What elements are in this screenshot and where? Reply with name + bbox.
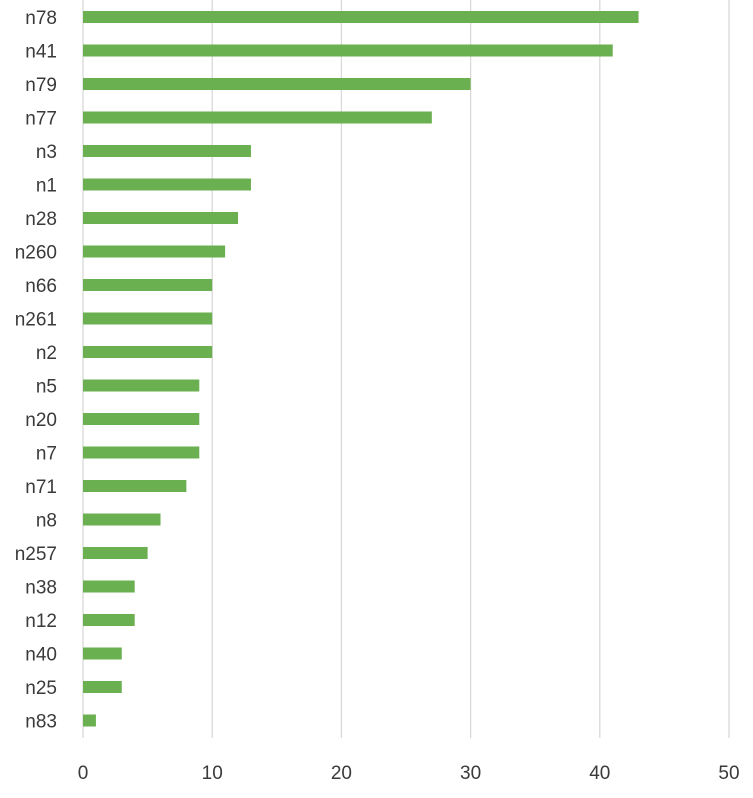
category-label-n260: n260 bbox=[15, 243, 57, 264]
category-label-n83: n83 bbox=[25, 712, 57, 733]
bar-n12 bbox=[83, 614, 135, 626]
category-labels: n78 n41 n79 n77 n3 n1 n28 n260 n66 n261 n2 n5 n20 n7 n… bbox=[15, 8, 57, 733]
bars bbox=[83, 11, 639, 727]
bar-n261 bbox=[83, 312, 213, 325]
bar-n8 bbox=[83, 513, 161, 526]
bar-n83 bbox=[83, 714, 96, 727]
category-label-n8: n8 bbox=[36, 511, 57, 532]
category-label-n28: n28 bbox=[25, 209, 57, 230]
category-label-n38: n38 bbox=[25, 578, 57, 599]
x-tick-label: 20 bbox=[331, 763, 352, 784]
x-tick-label: 10 bbox=[202, 763, 223, 784]
bar-n77 bbox=[83, 111, 432, 124]
bar-n20 bbox=[83, 413, 200, 425]
bar-n1 bbox=[83, 178, 251, 191]
category-label-n2: n2 bbox=[36, 343, 57, 364]
category-label-n40: n40 bbox=[25, 645, 57, 666]
bar-n66 bbox=[83, 279, 213, 291]
bar-n78 bbox=[83, 11, 639, 23]
category-label-n257: n257 bbox=[15, 544, 57, 565]
bar-n41 bbox=[83, 44, 613, 57]
category-label-n25: n25 bbox=[25, 678, 57, 699]
x-axis-tick-labels: 0 10 20 30 40 50 bbox=[78, 763, 740, 784]
bar-n40 bbox=[83, 647, 122, 660]
bar-n260 bbox=[83, 245, 226, 258]
gridlines bbox=[82, 0, 730, 738]
category-label-n79: n79 bbox=[25, 75, 57, 96]
x-tick-label: 50 bbox=[718, 763, 739, 784]
bar-n2 bbox=[83, 346, 213, 358]
category-label-n5: n5 bbox=[36, 377, 57, 398]
category-label-n7: n7 bbox=[36, 444, 57, 465]
bar-n7 bbox=[83, 446, 200, 459]
category-label-n1: n1 bbox=[36, 176, 57, 197]
x-tick-label: 40 bbox=[589, 763, 610, 784]
bar-n79 bbox=[83, 78, 471, 90]
x-tick-label: 0 bbox=[78, 763, 89, 784]
bar-n3 bbox=[83, 145, 251, 157]
category-label-n20: n20 bbox=[25, 410, 57, 431]
bar-n5 bbox=[83, 379, 200, 392]
bar-n71 bbox=[83, 480, 187, 492]
category-label-n77: n77 bbox=[25, 109, 57, 130]
category-label-n12: n12 bbox=[25, 611, 57, 632]
bar-n257 bbox=[83, 547, 148, 559]
x-tick-label: 30 bbox=[460, 763, 481, 784]
bar-n28 bbox=[83, 212, 239, 224]
category-label-n261: n261 bbox=[15, 310, 57, 331]
category-label-n41: n41 bbox=[25, 42, 57, 63]
category-label-n3: n3 bbox=[36, 142, 57, 163]
category-label-n78: n78 bbox=[25, 8, 57, 29]
category-label-n66: n66 bbox=[25, 276, 57, 297]
bar-n25 bbox=[83, 681, 122, 693]
bar-n38 bbox=[83, 580, 135, 593]
category-label-n71: n71 bbox=[25, 477, 57, 498]
